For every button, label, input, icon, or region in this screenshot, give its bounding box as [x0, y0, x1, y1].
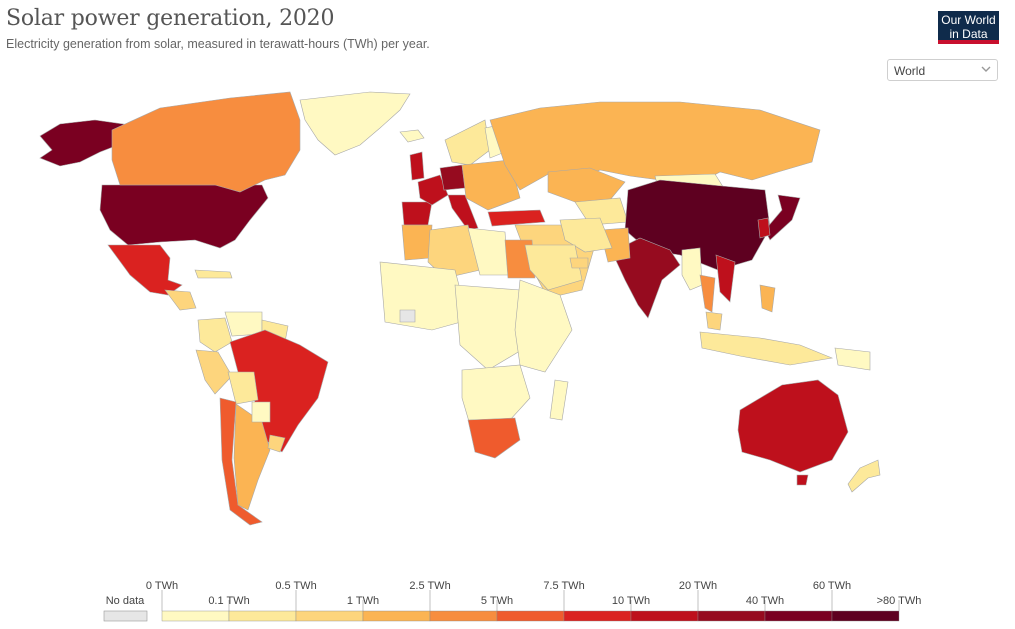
- country-germany[interactable]: Germany: [439, 164, 466, 191]
- country-venezuela[interactable]: Venezuela: [224, 311, 263, 337]
- country-indonesia[interactable]: Indonesia: [699, 331, 834, 366]
- owid-logo[interactable]: Our World in Data: [938, 11, 999, 44]
- logo-line-1: Our World: [941, 13, 996, 27]
- legend-top-label: 20 TWh: [679, 580, 717, 592]
- legend-swatch: [831, 610, 900, 622]
- legend-no-data-label: No data: [106, 595, 145, 607]
- country-spain[interactable]: Spain: [401, 201, 433, 226]
- country-kazakhstan[interactable]: Kazakhstan: [547, 167, 626, 203]
- legend-swatch: [764, 610, 833, 622]
- country-south-africa[interactable]: South Africa: [467, 417, 521, 459]
- legend-swatch: [697, 610, 766, 622]
- chart-title: Solar power generation, 2020: [6, 6, 335, 31]
- legend-swatch: [563, 610, 632, 622]
- country-western-sahara[interactable]: Western Sahara: [399, 309, 416, 323]
- legend-bottom-label: 5 TWh: [481, 595, 513, 607]
- legend-top-label: 0.5 TWh: [275, 580, 316, 592]
- legend-swatch: [362, 610, 431, 622]
- region-select[interactable]: World: [887, 59, 998, 81]
- country-uae[interactable]: UAE: [569, 257, 589, 269]
- country-canada[interactable]: Canada: [111, 91, 301, 193]
- country-vietnam[interactable]: Vietnam: [715, 254, 736, 303]
- country-greenland[interactable]: Greenland: [299, 91, 411, 156]
- country-myanmar[interactable]: Myanmar: [681, 247, 703, 291]
- country-tasmania[interactable]: Tasmania: [796, 474, 809, 486]
- country-central-america[interactable]: Central America: [164, 289, 197, 311]
- country-south-korea[interactable]: South Korea: [757, 217, 771, 239]
- country-malaysia[interactable]: Malaysia: [705, 311, 723, 331]
- country-colombia[interactable]: Colombia: [197, 317, 233, 353]
- country-southern-africa[interactable]: Southern Africa: [461, 364, 531, 426]
- country-madagascar[interactable]: Madagascar: [549, 379, 569, 421]
- country-mexico[interactable]: Mexico: [107, 244, 183, 296]
- country-uruguay[interactable]: Uruguay: [267, 434, 286, 453]
- country-united-states[interactable]: United States: [99, 184, 269, 249]
- legend-top-label: 2.5 TWh: [409, 580, 450, 592]
- legend-swatch: [429, 610, 498, 622]
- legend-swatch: [161, 610, 230, 622]
- legend-top-label: 0 TWh: [146, 580, 178, 592]
- legend-swatch: [228, 610, 297, 622]
- country-central-africa[interactable]: Central Africa: [454, 284, 531, 371]
- country-australia[interactable]: Australia: [737, 379, 849, 473]
- country-scandinavia[interactable]: Scandinavia: [444, 119, 491, 166]
- country-chile[interactable]: Chile: [219, 397, 263, 526]
- country-new-zealand[interactable]: New Zealand: [847, 459, 881, 493]
- region-select-value: World: [894, 64, 926, 78]
- country-saudi-arabia[interactable]: Saudi Arabia: [524, 244, 583, 291]
- legend-swatch: [496, 610, 565, 622]
- legend-swatch: [630, 610, 699, 622]
- legend-bottom-label: 0.1 TWh: [208, 595, 249, 607]
- chart-subtitle: Electricity generation from solar, measu…: [6, 37, 430, 51]
- legend-bottom-label: 1 TWh: [347, 595, 379, 607]
- legend-bottom-label: 10 TWh: [612, 595, 650, 607]
- country-argentina[interactable]: Argentina: [233, 403, 271, 511]
- country-france[interactable]: France: [417, 174, 449, 206]
- country-caribbean[interactable]: Caribbean: [194, 269, 233, 279]
- legend-bottom-label: >80 TWh: [877, 595, 922, 607]
- country-thailand[interactable]: Thailand: [699, 274, 716, 313]
- legend-no-data-swatch: [103, 610, 148, 622]
- logo-line-2: in Data: [949, 27, 988, 41]
- country-alaska[interactable]: Alaska: [39, 119, 131, 167]
- country-papua-new-guinea[interactable]: Papua New Guinea: [834, 347, 871, 371]
- country-iceland[interactable]: Iceland: [399, 129, 425, 143]
- chevron-down-icon: [981, 66, 991, 72]
- country-turkey[interactable]: Turkey: [487, 209, 546, 227]
- country-japan[interactable]: Japan: [764, 194, 801, 241]
- country-iran[interactable]: Iran: [559, 217, 613, 253]
- country-united-kingdom[interactable]: United Kingdom: [409, 151, 425, 181]
- country-peru[interactable]: Peru: [195, 349, 233, 395]
- country-east-africa[interactable]: East Africa: [514, 279, 573, 373]
- country-west-africa[interactable]: West Africa: [379, 261, 469, 331]
- world-map: United States AlaskaCanadaGreenland Mexico…: [39, 91, 881, 526]
- country-morocco[interactable]: Morocco: [401, 224, 433, 261]
- country-algeria[interactable]: Algeria: [427, 224, 481, 279]
- country-eastern-europe[interactable]: Eastern Europe: [461, 159, 521, 211]
- legend-bottom-label: 40 TWh: [746, 595, 784, 607]
- country-philippines[interactable]: Philippines: [759, 284, 776, 313]
- legend-top-label: 7.5 TWh: [543, 580, 584, 592]
- country-paraguay[interactable]: Paraguay: [251, 401, 271, 423]
- legend-top-label: 60 TWh: [813, 580, 851, 592]
- country-bolivia[interactable]: Bolivia: [227, 371, 259, 405]
- legend-swatch: [295, 610, 364, 622]
